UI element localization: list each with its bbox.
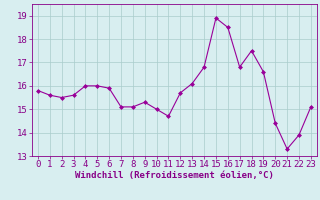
X-axis label: Windchill (Refroidissement éolien,°C): Windchill (Refroidissement éolien,°C) — [75, 171, 274, 180]
